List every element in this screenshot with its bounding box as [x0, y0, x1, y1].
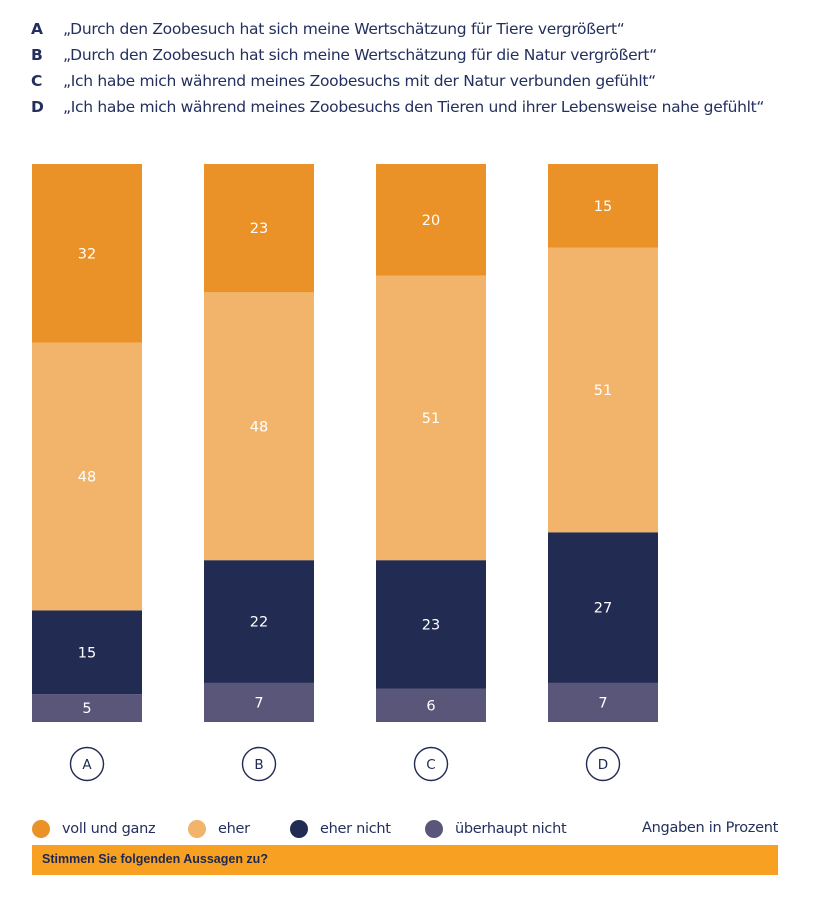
bar-segment-a-voll-und-ganz: [32, 164, 142, 343]
legend-swatch: [425, 820, 443, 838]
legend-label: überhaupt nicht: [455, 821, 567, 837]
data-label: 23: [250, 221, 268, 237]
category-label: D: [598, 757, 608, 773]
statement-d: D „Ich habe mich während meines Zoobesuc…: [31, 98, 811, 124]
statement-text: „Ich habe mich während meines Zoobesuchs…: [63, 98, 765, 116]
data-label: 22: [250, 615, 268, 631]
bar-segment-b-ueberhaupt-nicht: [204, 682, 314, 722]
data-label: 51: [422, 411, 440, 427]
statement-letter: C: [31, 72, 43, 90]
bar-segment-d-eher-nicht: [548, 532, 658, 683]
statement-a: A „Durch den Zoobesuch hat sich meine We…: [31, 20, 811, 46]
bar-segment-c-voll-und-ganz: [376, 164, 486, 276]
data-label: 51: [594, 383, 612, 399]
data-label: 20: [422, 213, 440, 229]
data-label: 7: [254, 695, 263, 711]
category-circle: [241, 746, 277, 782]
data-label: 32: [78, 246, 96, 262]
category-label: B: [254, 757, 263, 773]
data-label: 5: [82, 701, 91, 717]
bar-segment-c-ueberhaupt-nicht: [376, 688, 486, 722]
bar-segment-d-ueberhaupt-nicht: [548, 682, 658, 722]
data-label: 48: [78, 469, 96, 485]
legend-swatch: [188, 820, 206, 838]
statement-list: A „Durch den Zoobesuch hat sich meine We…: [31, 20, 811, 124]
statement-text: „Ich habe mich während meines Zoobesuchs…: [63, 72, 656, 90]
data-label: 27: [594, 601, 612, 617]
data-label: 6: [426, 698, 435, 714]
statement-c: C „Ich habe mich während meines Zoobesuc…: [31, 72, 811, 98]
statement-b: B „Durch den Zoobesuch hat sich meine We…: [31, 46, 811, 72]
bar-segment-d-eher: [548, 247, 658, 533]
data-label: 23: [422, 617, 440, 633]
statement-letter: D: [31, 98, 44, 116]
question-banner: Stimmen Sie folgenden Aussagen zu?: [32, 845, 778, 875]
question-text: Stimmen Sie folgenden Aussagen zu?: [42, 852, 268, 866]
legend-item-eher-nicht: eher nicht: [290, 820, 391, 838]
legend: voll und ganz eher eher nicht überhaupt …: [32, 820, 778, 842]
statement-letter: A: [31, 20, 43, 38]
legend-item-ueberhaupt-nicht: überhaupt nicht: [425, 820, 567, 838]
bar-segment-b-voll-und-ganz: [204, 164, 314, 293]
statement-text: „Durch den Zoobesuch hat sich meine Wert…: [63, 20, 625, 38]
legend-item-voll-und-ganz: voll und ganz: [32, 820, 156, 838]
legend-swatch: [290, 820, 308, 838]
legend-item-eher: eher: [188, 820, 250, 838]
legend-label: eher: [218, 821, 250, 837]
legend-label: voll und ganz: [62, 821, 156, 837]
category-label: C: [426, 757, 435, 773]
category-circle: [413, 746, 449, 782]
data-label: 7: [598, 695, 607, 711]
legend-swatch: [32, 820, 50, 838]
category-circle: [585, 746, 621, 782]
bar-segment-b-eher-nicht: [204, 560, 314, 683]
statement-text: „Durch den Zoobesuch hat sich meine Wert…: [63, 46, 657, 64]
data-label: 15: [78, 645, 96, 661]
legend-label: eher nicht: [320, 821, 391, 837]
bar-segment-a-ueberhaupt-nicht: [32, 694, 142, 722]
data-label: 48: [250, 419, 268, 435]
bar-segment-a-eher-nicht: [32, 610, 142, 695]
bar-segment-a-eher: [32, 342, 142, 611]
stacked-bar-chart: 5 15 48 32 A 7 22 48 23 B 6 23 51 20 C 7 27 51 15 D: [32, 164, 658, 782]
bar-segment-d-voll-und-ganz: [548, 164, 658, 248]
data-label: 15: [594, 199, 612, 215]
bar-segment-b-eher: [204, 292, 314, 561]
bar-segment-c-eher-nicht: [376, 560, 486, 689]
bar-segment-c-eher: [376, 275, 486, 561]
category-circle: [69, 746, 105, 782]
unit-note: Angaben in Prozent: [642, 820, 778, 836]
statement-letter: B: [31, 46, 43, 64]
category-label: A: [82, 757, 92, 773]
